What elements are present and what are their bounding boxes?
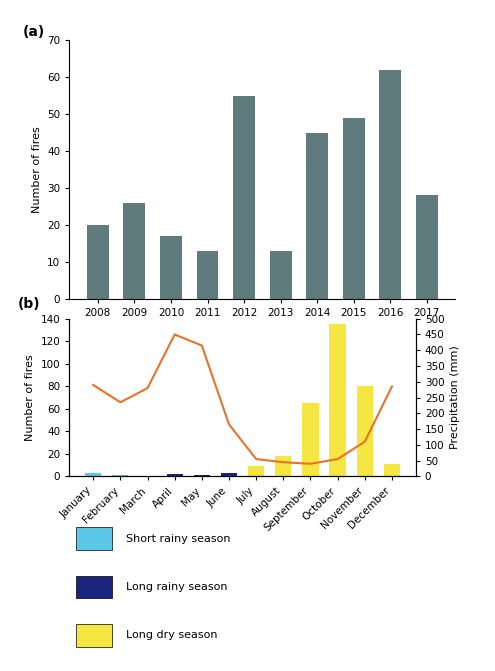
Bar	[356, 386, 373, 476]
Bar	[302, 403, 319, 476]
Y-axis label: Number of fires: Number of fires	[32, 126, 42, 213]
Bar	[416, 195, 438, 299]
FancyBboxPatch shape	[76, 527, 112, 550]
Bar	[85, 473, 101, 476]
Bar	[112, 475, 129, 476]
Bar	[123, 203, 146, 299]
Bar	[330, 324, 346, 476]
Y-axis label: Precipitation (mm): Precipitation (mm)	[450, 346, 460, 450]
Bar	[379, 70, 401, 299]
Bar	[87, 225, 109, 299]
FancyBboxPatch shape	[76, 576, 112, 599]
Bar	[248, 466, 264, 476]
Bar	[233, 95, 255, 299]
Bar	[166, 474, 183, 476]
Text: (a): (a)	[23, 25, 45, 39]
Bar	[221, 473, 237, 476]
Bar	[384, 464, 400, 476]
Bar	[270, 250, 292, 299]
FancyBboxPatch shape	[76, 624, 112, 647]
Bar	[306, 133, 328, 299]
Bar	[160, 236, 182, 299]
Text: Short rainy season: Short rainy season	[126, 533, 231, 544]
Bar	[343, 118, 365, 299]
Text: (b): (b)	[17, 297, 40, 311]
Bar	[194, 475, 210, 476]
Text: Long dry season: Long dry season	[126, 630, 218, 640]
Bar	[197, 250, 218, 299]
Bar	[275, 456, 292, 476]
Text: Long rainy season: Long rainy season	[126, 582, 228, 592]
Y-axis label: Number of fires: Number of fires	[25, 354, 35, 441]
